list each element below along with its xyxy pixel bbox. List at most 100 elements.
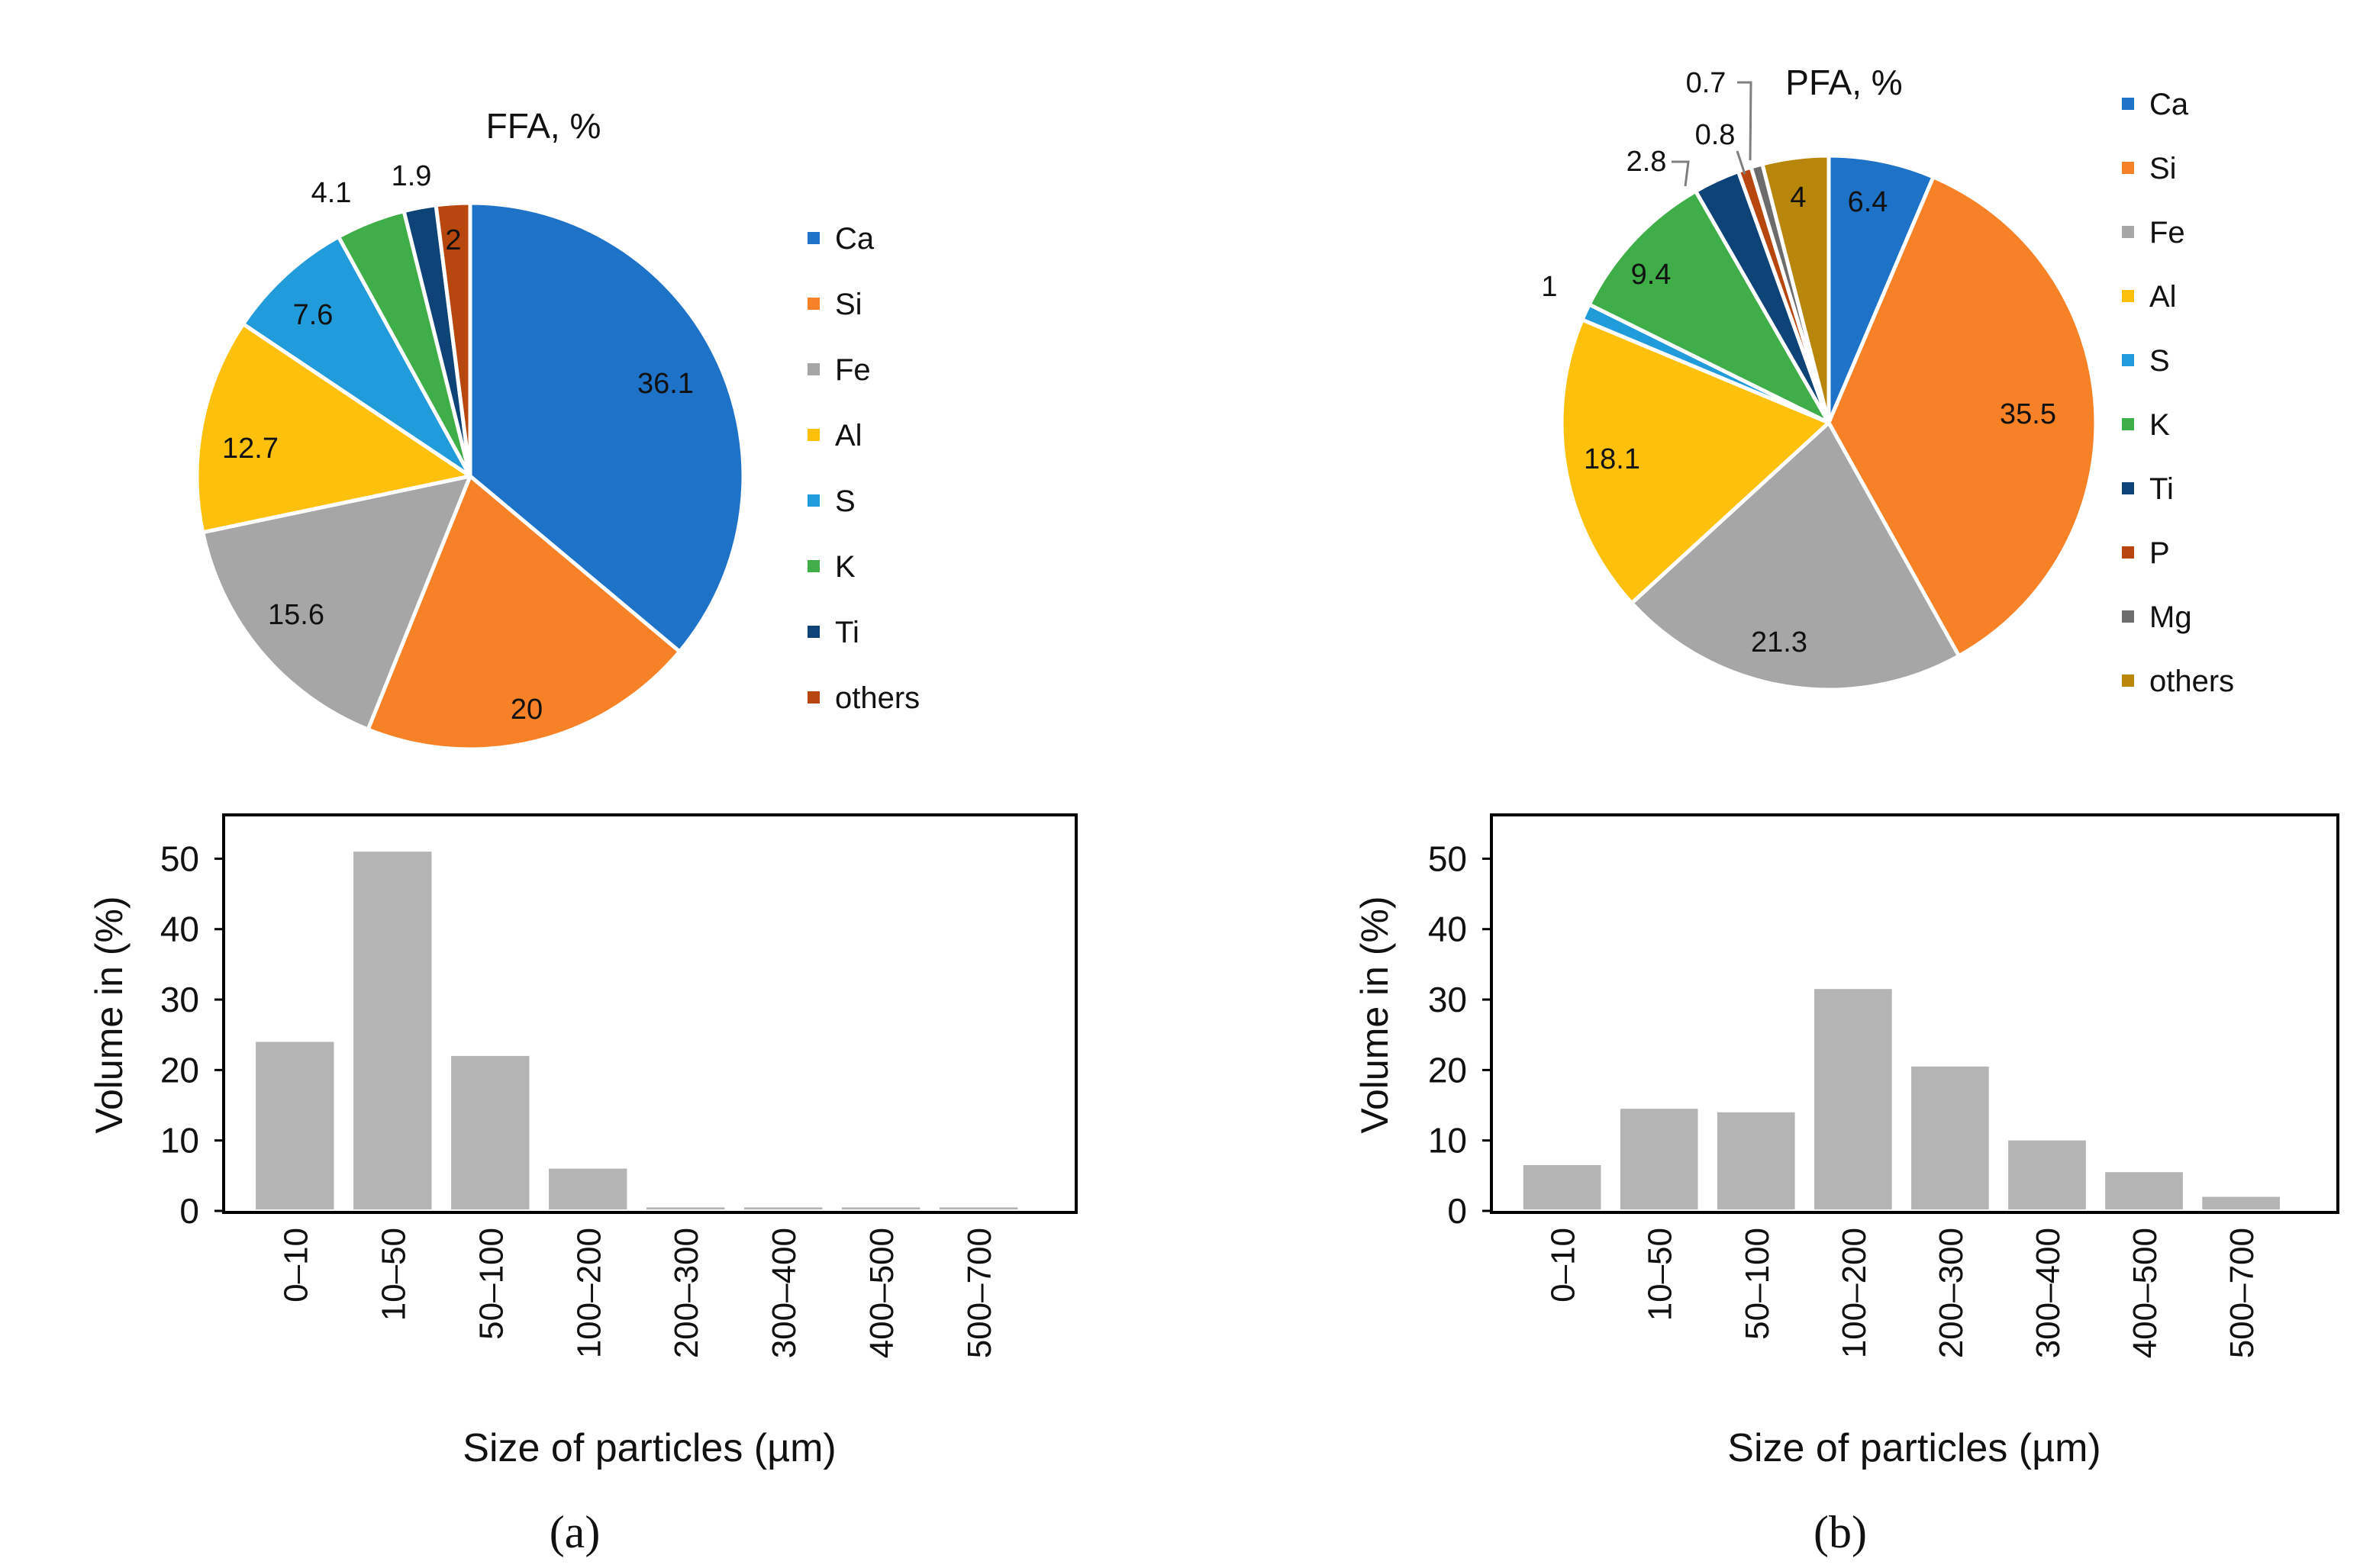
legend-swatch-fe (808, 363, 820, 375)
y-tick-label: 20 (1428, 1050, 1467, 1090)
legend-swatch-p (2122, 546, 2134, 559)
y-tick-label: 30 (160, 980, 199, 1019)
legend-label-others: others (2149, 665, 2234, 698)
legend-label-fe: Fe (2149, 216, 2185, 250)
data-label-ffa-si: 20 (511, 694, 543, 726)
y-tick-label: 20 (160, 1050, 199, 1090)
x-tick-label: 10–50 (1642, 1228, 1679, 1321)
x-tick-label: 400–500 (2126, 1228, 2164, 1358)
leader-line-mg (1737, 81, 1752, 161)
legend-swatch-al (2122, 290, 2134, 302)
bar-500-700 (940, 1207, 1018, 1209)
y-tick-label: 0 (1447, 1191, 1467, 1231)
y-tick-label: 50 (1428, 839, 1467, 878)
pie-slice-ca (468, 201, 746, 654)
legend-swatch-al (808, 429, 820, 441)
legend-swatch-others (808, 691, 820, 704)
data-label-ffa-ca: 36.1 (637, 368, 694, 400)
y-axis-ticks-b: 0 10 20 30 40 50 (1428, 839, 1493, 1231)
bar-0-10 (256, 1042, 334, 1209)
x-tick-label: 500–700 (2223, 1228, 2261, 1358)
legend-label-s: S (835, 485, 856, 518)
y-tick-label: 10 (1428, 1121, 1467, 1161)
bars-a (256, 852, 1018, 1209)
bar-100-200 (549, 1168, 627, 1209)
legend-swatch-s (2122, 354, 2134, 366)
data-label-ffa-ti: 1.9 (392, 160, 432, 192)
leader-line-p (1736, 150, 1746, 175)
x-tick-label: 200–300 (668, 1228, 705, 1358)
legend-label-k: K (835, 550, 856, 584)
data-label-ffa-fe: 15.6 (268, 599, 324, 631)
bar-chart-a: 0 10 20 30 40 50 0–10 10–50 50–100 100–200 200–30… (88, 813, 1078, 1557)
x-tick-label: 50–100 (1739, 1228, 1776, 1340)
bar-100-200 (1814, 989, 1892, 1209)
pie-slice-s (241, 234, 472, 478)
pie-slice-others (1760, 153, 1831, 425)
legend-swatch-others (2122, 675, 2134, 687)
y-tick-label: 0 (179, 1191, 199, 1231)
bar-chart-b: 0 10 20 30 40 50 0–10 10–50 50–100 100–200 200–30… (1353, 813, 2339, 1557)
y-axis-label-a: Volume in (%) (88, 896, 131, 1133)
bar-0-10 (1523, 1164, 1601, 1209)
plot-frame-a (222, 813, 1078, 1214)
data-label-pfa-s: 1 (1541, 271, 1557, 303)
data-label-pfa-ti: 2.8 (1627, 146, 1667, 178)
pie-chart-pfa: PFA, % 6.4 35.5 21.3 18.1 1 9.4 2.8 0.8 … (1541, 63, 2234, 698)
legend-label-al: Al (835, 419, 862, 452)
pie-slice-al (195, 322, 472, 535)
data-label-pfa-fe: 21.3 (1751, 626, 1807, 658)
legend-label-ca: Ca (2149, 88, 2189, 121)
legend-label-si: Si (835, 288, 862, 321)
leader-lines-pfa (1672, 81, 1752, 187)
pie-slice-fe (1630, 420, 1962, 692)
bar-10-50 (353, 852, 432, 1209)
legend-swatch-mg (2122, 610, 2134, 623)
plot-frame-b (1490, 813, 2339, 1214)
data-label-pfa-ca: 6.4 (1848, 186, 1888, 218)
legend-label-mg: Mg (2149, 600, 2192, 634)
bar-300-400 (744, 1207, 823, 1209)
x-tick-label: 100–200 (570, 1228, 608, 1358)
legend-label-ca: Ca (835, 222, 875, 256)
bar-200-300 (1911, 1066, 1989, 1209)
legend-swatch-k (2122, 418, 2134, 430)
data-label-pfa-si: 35.5 (2000, 398, 2056, 430)
bar-400-500 (842, 1207, 920, 1209)
bar-10-50 (1620, 1109, 1698, 1209)
y-tick-label: 10 (160, 1121, 199, 1161)
data-label-ffa-al: 12.7 (222, 433, 279, 465)
legend-swatch-k (808, 560, 820, 572)
legend-swatch-fe (2122, 226, 2134, 238)
legend-ffa: Ca Si Fe Al S K Ti others (808, 222, 920, 715)
x-axis-tick-labels-b: 0–10 10–50 50–100 100–200 200–300 300–400 400–… (1545, 1228, 2262, 1358)
bar-50-100 (1717, 1112, 1795, 1209)
data-label-pfa-k: 9.4 (1631, 259, 1672, 291)
legend-swatch-si (2122, 162, 2134, 174)
bar-50-100 (451, 1055, 530, 1209)
x-tick-label: 300–400 (766, 1228, 803, 1358)
y-tick-label: 40 (160, 910, 199, 949)
pie-slice-others (434, 201, 472, 478)
bar-500-700 (2202, 1196, 2280, 1209)
data-label-ffa-s: 7.6 (293, 299, 334, 331)
y-axis-ticks-a: 0 10 20 30 40 50 (160, 839, 225, 1231)
data-label-ffa-k: 4.1 (311, 177, 352, 209)
legend-label-ti: Ti (2149, 472, 2174, 506)
legend-pfa: Ca Si Fe Al S K Ti P Mg others (2122, 88, 2234, 698)
legend-swatch-ti (808, 626, 820, 638)
data-label-pfa-mg: 0.7 (1686, 67, 1726, 99)
x-tick-label: 100–200 (1836, 1228, 1873, 1358)
legend-label-p: P (2149, 536, 2170, 570)
pie-slice-k (1587, 189, 1831, 425)
x-tick-label: 50–100 (472, 1228, 510, 1340)
pie-slices-pfa (1559, 153, 2098, 692)
bar-300-400 (2008, 1140, 2086, 1209)
pie-slice-si (1826, 175, 2098, 658)
bars-b (1523, 989, 2280, 1209)
legend-swatch-s (808, 494, 820, 507)
data-label-pfa-p: 0.8 (1695, 119, 1736, 151)
data-label-ffa-others: 2 (445, 224, 461, 256)
legend-swatch-ti (2122, 482, 2134, 494)
